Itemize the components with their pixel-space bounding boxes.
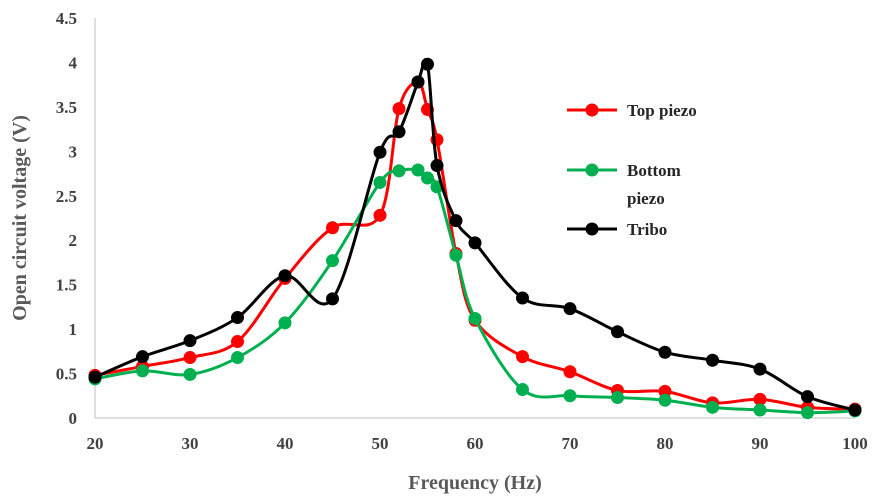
data-point: [231, 335, 244, 349]
legend-marker: [585, 163, 599, 177]
data-point: [753, 403, 767, 417]
data-point: [392, 125, 406, 139]
data-point: [373, 208, 387, 222]
data-point: [136, 350, 149, 364]
y-tick-label: 0.5: [56, 365, 77, 384]
y-tick-label: 1: [69, 320, 78, 339]
legend-label: Top piezo: [627, 101, 697, 120]
data-point: [421, 171, 434, 185]
data-point: [658, 384, 672, 398]
data-point: [449, 214, 463, 228]
legend-item: Bottom piezo: [567, 161, 681, 208]
legend-label: Bottom: [627, 161, 681, 180]
y-tick-labels: 0 0.5 1 1.5 2 2.5 3 3.5 4 4.5: [56, 9, 78, 428]
data-point: [468, 311, 482, 325]
legend-marker: [585, 222, 599, 236]
legend-item: Tribo: [567, 220, 667, 239]
data-point: [706, 353, 719, 367]
y-tick-label: 3.5: [56, 98, 77, 117]
data-point: [231, 351, 244, 365]
data-point: [183, 334, 197, 348]
data-point: [658, 345, 672, 359]
data-point: [231, 311, 244, 325]
data-point: [753, 362, 767, 376]
data-point: [392, 102, 406, 116]
data-point: [326, 254, 339, 268]
series-bottom-piezo: [88, 163, 862, 420]
x-axis-title: Frequency (Hz): [408, 472, 542, 494]
data-point: [392, 164, 406, 178]
series-line: [94, 167, 856, 415]
series-tribo: [88, 57, 862, 417]
y-tick-label: 0: [69, 409, 78, 428]
data-point: [411, 75, 425, 89]
x-tick-label: 100: [842, 434, 868, 453]
data-point: [421, 57, 434, 71]
x-tick-label: 40: [277, 434, 294, 453]
legend-item: Top piezo: [567, 101, 697, 120]
data-point: [326, 292, 339, 306]
data-point: [611, 325, 624, 339]
data-point: [563, 302, 577, 316]
series-layer: [88, 57, 862, 420]
data-point: [516, 383, 529, 397]
data-point: [848, 403, 862, 417]
data-point: [801, 390, 814, 404]
data-point: [88, 370, 102, 384]
data-point: [753, 392, 767, 406]
data-point: [449, 248, 463, 262]
x-tick-label: 80: [657, 434, 674, 453]
x-tick-label: 60: [467, 434, 484, 453]
data-point: [611, 391, 624, 405]
x-tick-labels: 20 30 40 50 60 70 80 90 100: [87, 434, 868, 453]
data-point: [411, 163, 425, 177]
data-point: [326, 221, 339, 235]
data-point: [373, 175, 387, 189]
x-tick-label: 30: [182, 434, 199, 453]
data-point: [373, 145, 387, 159]
data-point: [468, 236, 482, 250]
series-line: [94, 58, 856, 412]
y-tick-label: 3: [69, 142, 78, 161]
y-tick-label: 2.5: [56, 187, 77, 206]
data-point: [516, 291, 529, 305]
data-point: [183, 367, 197, 381]
y-tick-label: 2: [69, 231, 78, 250]
data-point: [278, 316, 292, 330]
axes: [94, 18, 855, 419]
x-tick-label: 70: [562, 434, 579, 453]
legend-label: Tribo: [627, 220, 667, 239]
data-point: [430, 159, 444, 173]
x-tick-label: 20: [87, 434, 104, 453]
y-axis-title: Open circuit voltage (V): [9, 115, 31, 321]
data-point: [136, 364, 149, 378]
data-point: [563, 365, 577, 379]
legend-label: piezo: [627, 189, 665, 208]
x-tick-label: 50: [372, 434, 389, 453]
data-point: [801, 406, 814, 420]
data-point: [563, 389, 577, 403]
data-point: [658, 393, 672, 407]
data-point: [183, 351, 197, 365]
data-point: [278, 269, 292, 283]
y-tick-label: 1.5: [56, 276, 77, 295]
data-point: [516, 350, 529, 364]
y-tick-label: 4.5: [56, 9, 77, 28]
legend: Top piezo Bottom piezo Tribo: [567, 101, 697, 239]
x-tick-label: 90: [752, 434, 769, 453]
data-point: [706, 400, 719, 414]
legend-marker: [585, 103, 599, 117]
y-tick-label: 4: [69, 53, 78, 72]
